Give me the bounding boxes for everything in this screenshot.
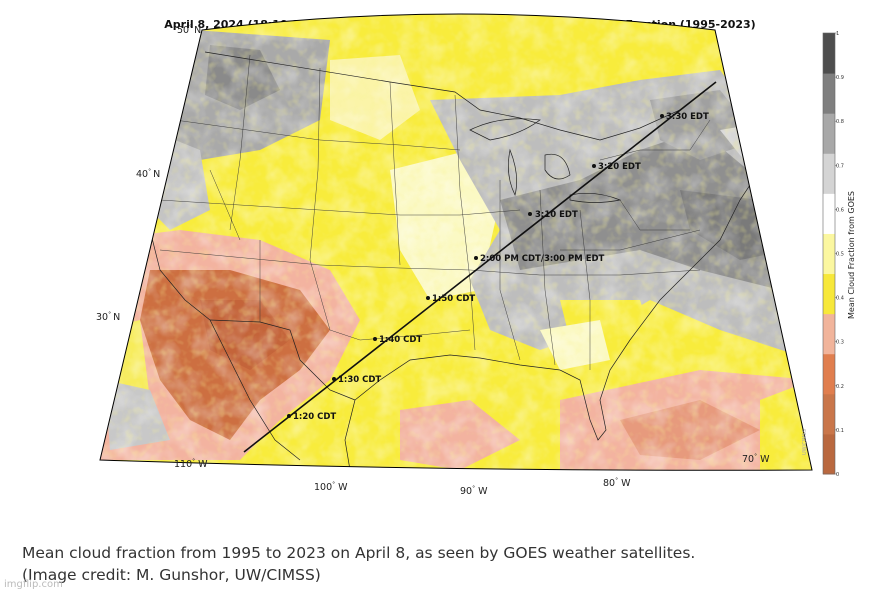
colorbar-tick-label: 0.4 <box>836 296 844 302</box>
latitude-label: 40° N <box>136 168 160 180</box>
longitude-label: 100° W <box>314 481 348 493</box>
state-line <box>454 94 476 351</box>
colorbar-segment <box>823 313 835 355</box>
state-line <box>159 249 701 276</box>
cloud-fraction-field <box>100 14 812 471</box>
state-line <box>599 119 711 161</box>
colorbar-tick-label: 0.1 <box>836 428 844 434</box>
eclipse-time-marker <box>332 377 336 381</box>
latitude-label: 50° N <box>177 24 201 36</box>
eclipse-time-label: 1:20 CDT <box>293 412 336 422</box>
state-lines <box>159 54 711 370</box>
colorbar-segment <box>823 393 835 435</box>
latitude-label: 30° N <box>96 311 120 323</box>
eclipse-time-marker <box>287 414 291 418</box>
latitude-labels: 50° N 40° N 30° N <box>96 24 201 323</box>
lake-huron <box>544 153 571 180</box>
lake-erie <box>569 193 622 203</box>
colorbar-tick-label: 0.3 <box>836 340 844 346</box>
cloud-fraction-map: 1:20 CDT 1:30 CDT 1:40 CDT 1:50 CDT 2:00 PM … <box>96 13 856 497</box>
colorbar-segment <box>823 33 835 74</box>
eclipse-time-label: 3:10 EDT <box>535 210 578 220</box>
map-frame <box>99 13 813 471</box>
colorbar-segment <box>823 193 835 234</box>
colorbar-tick-label: 0.7 <box>836 163 844 169</box>
colorbar-tick-label: 0.5 <box>836 252 844 258</box>
map-figure: April 8, 2024 (18:10-19:30 UTC) Solar Ec… <box>96 13 856 497</box>
eclipse-time-marker <box>528 212 532 216</box>
caption: Mean cloud fraction from 1995 to 2023 on… <box>22 542 862 586</box>
state-line <box>209 169 241 241</box>
colorbar-segment <box>823 233 835 275</box>
longitude-label: 90° W <box>460 485 488 497</box>
caption-line-1: Mean cloud fraction from 1995 to 2023 on… <box>22 544 696 562</box>
colorbar-tick-label: 0.9 <box>836 75 844 81</box>
eclipse-time-label: 1:50 CDT <box>432 294 475 304</box>
eclipse-time-marker <box>660 114 664 118</box>
eclipse-time-marker <box>373 337 377 341</box>
eclipse-time-label: 2:00 PM CDT/3:00 PM EDT <box>480 254 605 264</box>
imgflip-watermark: imgflip.com <box>4 579 63 590</box>
colorbar-tick-label: 1 <box>836 31 839 37</box>
longitude-labels: 110° W 100° W 90° W 80° W 70° W <box>174 453 770 497</box>
state-line <box>174 119 461 151</box>
state-line <box>389 81 401 266</box>
state-line <box>539 189 556 366</box>
map-watermark: UW/CIMSS <box>802 429 808 455</box>
canada-border <box>204 51 701 141</box>
state-line <box>309 259 471 341</box>
colorbar-tick-label: 0.8 <box>836 119 844 125</box>
eclipse-time-marker <box>592 164 596 168</box>
eclipse-time-marker <box>474 256 478 260</box>
mexico-gulf-coast <box>344 399 356 471</box>
colorbar-tick-label: 0.2 <box>836 384 844 390</box>
eclipse-track-line <box>243 81 717 453</box>
lake-superior <box>469 118 541 141</box>
state-line <box>560 229 701 251</box>
mexico-pacific-coast <box>209 319 301 461</box>
eclipse-time-label: 1:40 CDT <box>379 335 422 345</box>
longitude-label: 70° W <box>742 453 770 465</box>
mexico-border <box>209 319 356 401</box>
speckle-texture <box>100 14 812 471</box>
colorbar-tick-label: 0 <box>836 472 839 478</box>
eclipse-time-marker <box>426 296 430 300</box>
state-line <box>499 180 521 361</box>
colorbar-tick-label: 0.6 <box>836 207 844 213</box>
colorbar-segment <box>823 273 835 315</box>
colorbar-segment <box>823 433 835 475</box>
colorbar-segment <box>823 153 835 194</box>
eclipse-time-label: 3:30 EDT <box>666 112 709 122</box>
eclipse-time-label: 1:30 CDT <box>338 375 381 385</box>
state-line <box>619 199 690 231</box>
lake-michigan <box>508 148 517 197</box>
eclipse-time-label: 3:20 EDT <box>598 162 641 172</box>
gulf-atlantic-coastline <box>354 119 771 441</box>
state-line <box>309 67 321 261</box>
colorbar-segment <box>823 73 835 114</box>
eclipse-track-marks: 1:20 CDT 1:30 CDT 1:40 CDT 1:50 CDT 2:00 PM … <box>287 112 709 422</box>
state-line <box>159 199 521 216</box>
caption-line-2: (Image credit: M. Gunshor, UW/CIMSS) <box>22 566 321 584</box>
colorbar-segment <box>823 113 835 154</box>
colorbar: 0 0.1 0.2 0.3 0.4 0.5 0.6 0.7 0.8 0.9 1 <box>822 31 844 478</box>
state-line <box>579 209 591 370</box>
colorbar-label: Mean Cloud Fraction from GOES <box>847 191 856 319</box>
longitude-label: 80° W <box>603 477 631 489</box>
longitude-label: 110° W <box>174 458 208 470</box>
colorbar-segment <box>823 353 835 395</box>
state-line <box>229 54 251 231</box>
